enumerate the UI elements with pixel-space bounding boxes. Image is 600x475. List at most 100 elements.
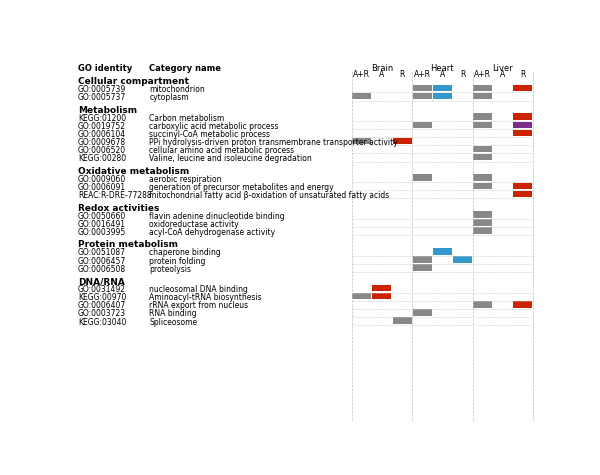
Bar	[413, 85, 431, 91]
Bar	[352, 93, 371, 99]
Text: carboxylic acid metabolic process: carboxylic acid metabolic process	[149, 122, 279, 131]
Bar	[473, 146, 492, 152]
Bar	[453, 256, 472, 263]
Text: Aminoacyl-tRNA biosynthesis: Aminoacyl-tRNA biosynthesis	[149, 293, 262, 302]
Text: Cellular compartment: Cellular compartment	[78, 77, 189, 86]
Bar	[413, 309, 431, 315]
Bar	[392, 317, 412, 323]
Bar	[514, 301, 532, 307]
Bar	[413, 174, 431, 181]
Text: GO:0009060: GO:0009060	[78, 175, 127, 184]
Text: KEGG:01200: KEGG:01200	[78, 114, 126, 123]
Text: KEGG:00280: KEGG:00280	[78, 154, 126, 163]
Text: acyl-CoA dehydrogenase activity: acyl-CoA dehydrogenase activity	[149, 228, 275, 237]
Bar	[473, 93, 492, 99]
Text: GO:0009678: GO:0009678	[78, 138, 126, 147]
Text: nucleosomal DNA binding: nucleosomal DNA binding	[149, 285, 248, 294]
Text: A+R: A+R	[353, 70, 370, 79]
Text: proteolysis: proteolysis	[149, 265, 191, 274]
Text: Category name: Category name	[149, 64, 221, 73]
Bar	[473, 122, 492, 128]
Text: GO:0051087: GO:0051087	[78, 248, 126, 257]
Text: Carbon metabolism: Carbon metabolism	[149, 114, 224, 123]
Text: Protein metabolism: Protein metabolism	[78, 240, 178, 249]
Text: A: A	[379, 70, 385, 79]
Bar	[433, 248, 452, 255]
Text: R: R	[460, 70, 465, 79]
Text: KEGG:00970: KEGG:00970	[78, 293, 127, 302]
Text: GO:0016491: GO:0016491	[78, 220, 126, 229]
Text: GO:0005737: GO:0005737	[78, 93, 127, 102]
Text: GO:0006407: GO:0006407	[78, 301, 127, 310]
Text: oxidoreductase activity: oxidoreductase activity	[149, 220, 239, 229]
Text: Metabolism: Metabolism	[78, 106, 137, 115]
Bar	[373, 293, 391, 299]
Text: GO:0006104: GO:0006104	[78, 130, 126, 139]
Bar	[433, 85, 452, 91]
Bar	[413, 93, 431, 99]
Text: R: R	[520, 70, 526, 79]
Text: Spliceosome: Spliceosome	[149, 318, 197, 326]
Text: DNA/RNA: DNA/RNA	[78, 277, 125, 286]
Text: GO:0006091: GO:0006091	[78, 183, 126, 192]
Text: Liver: Liver	[493, 64, 513, 73]
Text: REAC:R-DRE-77288: REAC:R-DRE-77288	[78, 191, 152, 200]
Text: GO:0005739: GO:0005739	[78, 85, 127, 94]
Text: protein folding: protein folding	[149, 256, 206, 266]
Text: A+R: A+R	[474, 70, 491, 79]
Text: Valine, leucine and isoleucine degradation: Valine, leucine and isoleucine degradati…	[149, 154, 312, 163]
Bar	[514, 190, 532, 197]
Bar	[413, 256, 431, 263]
Bar	[514, 85, 532, 91]
Text: RNA binding: RNA binding	[149, 310, 197, 318]
Text: KEGG:03040: KEGG:03040	[78, 318, 127, 326]
Bar	[473, 228, 492, 234]
Text: generation of precursor metabolites and energy: generation of precursor metabolites and …	[149, 183, 334, 192]
Bar	[473, 114, 492, 120]
Bar	[473, 301, 492, 307]
Text: Heart: Heart	[431, 64, 454, 73]
Text: succinyl-CoA metabolic process: succinyl-CoA metabolic process	[149, 130, 271, 139]
Bar	[473, 85, 492, 91]
Text: PPi hydrolysis-driven proton transmembrane transporter activity: PPi hydrolysis-driven proton transmembra…	[149, 138, 398, 147]
Text: Brain: Brain	[371, 64, 393, 73]
Bar	[352, 138, 371, 144]
Text: aerobic respiration: aerobic respiration	[149, 175, 222, 184]
Bar	[352, 293, 371, 299]
Text: GO:0006520: GO:0006520	[78, 146, 126, 155]
Bar	[473, 219, 492, 226]
Bar	[514, 122, 532, 128]
Text: R: R	[400, 70, 405, 79]
Text: GO:0006457: GO:0006457	[78, 256, 127, 266]
Bar	[392, 138, 412, 144]
Bar	[373, 285, 391, 291]
Bar	[473, 174, 492, 181]
Bar	[514, 114, 532, 120]
Text: chaperone binding: chaperone binding	[149, 248, 221, 257]
Bar	[473, 182, 492, 189]
Text: A: A	[440, 70, 445, 79]
Bar	[413, 264, 431, 271]
Text: GO:0006508: GO:0006508	[78, 265, 126, 274]
Bar	[413, 122, 431, 128]
Text: flavin adenine dinucleotide binding: flavin adenine dinucleotide binding	[149, 212, 285, 220]
Text: GO identity: GO identity	[78, 64, 133, 73]
Bar	[473, 211, 492, 218]
Text: GO:0050660: GO:0050660	[78, 212, 127, 220]
Bar	[514, 130, 532, 136]
Text: GO:0019752: GO:0019752	[78, 122, 126, 131]
Text: mitochondrial fatty acid β-oxidation of unsaturated fatty acids: mitochondrial fatty acid β-oxidation of …	[149, 191, 389, 200]
Bar	[473, 154, 492, 161]
Text: GO:0003995: GO:0003995	[78, 228, 127, 237]
Text: A+R: A+R	[414, 70, 431, 79]
Text: mitochondrion: mitochondrion	[149, 85, 205, 94]
Text: cytoplasm: cytoplasm	[149, 93, 189, 102]
Text: Oxidative metabolism: Oxidative metabolism	[78, 167, 190, 176]
Text: GO:0003723: GO:0003723	[78, 310, 126, 318]
Bar	[514, 182, 532, 189]
Text: Redox activities: Redox activities	[78, 204, 160, 212]
Text: rRNA export from nucleus: rRNA export from nucleus	[149, 301, 248, 310]
Text: A: A	[500, 70, 505, 79]
Text: GO:0031492: GO:0031492	[78, 285, 126, 294]
Text: cellular amino acid metabolic process: cellular amino acid metabolic process	[149, 146, 295, 155]
